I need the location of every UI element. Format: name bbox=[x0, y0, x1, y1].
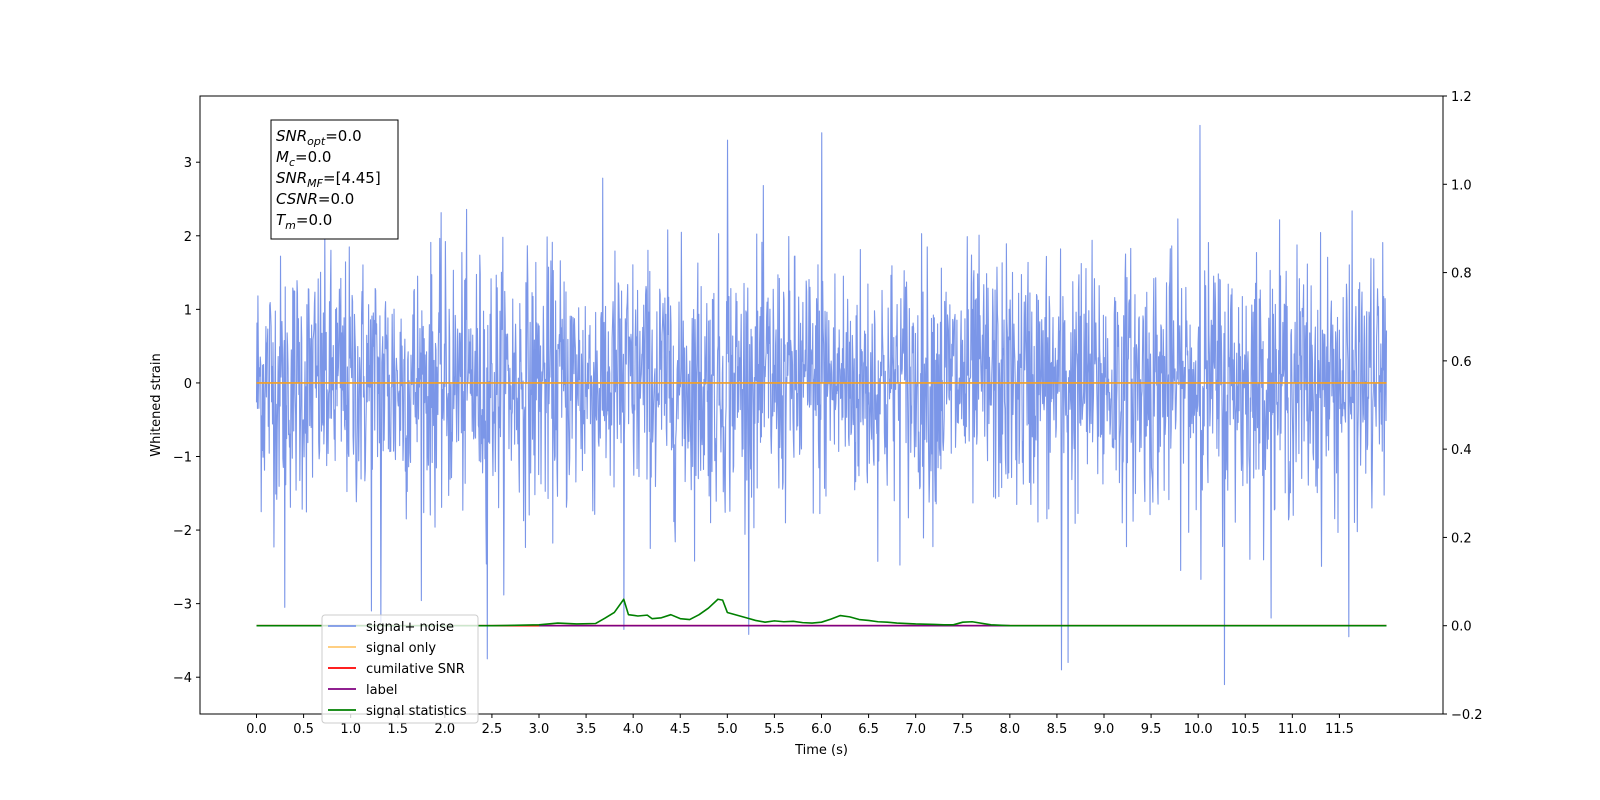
x-tick-label: 3.0 bbox=[529, 722, 550, 737]
y2-tick-label: 0.6 bbox=[1451, 355, 1472, 370]
y2-tick-label: 0.8 bbox=[1451, 267, 1472, 282]
x-tick-label: 8.0 bbox=[999, 722, 1020, 737]
legend-label: signal statistics bbox=[366, 704, 467, 719]
legend-label: label bbox=[366, 683, 397, 698]
annotation-line: CSNR=0.0 bbox=[276, 190, 354, 208]
annotation-line: SNRMF=[4.45] bbox=[276, 169, 381, 190]
x-tick-label: 11.5 bbox=[1325, 722, 1354, 737]
legend-frame bbox=[321, 614, 479, 724]
y-tick-label: 3 bbox=[184, 156, 192, 171]
annotation-line: Mc=0.0 bbox=[276, 148, 331, 169]
x-tick-label: 7.0 bbox=[905, 722, 926, 737]
x-tick-label: 11.0 bbox=[1278, 722, 1307, 737]
x-axis-label: Time (s) bbox=[794, 743, 848, 758]
x-tick-label: 10.5 bbox=[1231, 722, 1260, 737]
y-axis-label: Whitened strain bbox=[149, 353, 164, 456]
y2-tick-label: 1.0 bbox=[1451, 178, 1472, 193]
x-tick-label: 5.0 bbox=[717, 722, 738, 737]
y-tick-label: −1 bbox=[173, 451, 192, 466]
legend-label: signal only bbox=[366, 641, 436, 656]
x-tick-label: 3.5 bbox=[576, 722, 597, 737]
y2-tick-label: −0.2 bbox=[1451, 708, 1483, 723]
x-tick-label: 9.0 bbox=[1094, 722, 1115, 737]
legend-label: signal+ noise bbox=[366, 620, 454, 635]
x-tick-label: 6.5 bbox=[858, 722, 879, 737]
x-tick-label: 4.0 bbox=[623, 722, 644, 737]
y2-tick-label: 0.0 bbox=[1451, 620, 1472, 635]
x-tick-label: 1.0 bbox=[340, 722, 361, 737]
y-tick-label: 2 bbox=[184, 230, 192, 245]
y2-tick-label: 0.2 bbox=[1451, 531, 1472, 546]
y-tick-label: −4 bbox=[173, 671, 192, 686]
x-tick-label: 8.5 bbox=[1047, 722, 1068, 737]
annotation-line: SNRopt=0.0 bbox=[276, 127, 362, 148]
series-signal-noise-line bbox=[255, 124, 1388, 686]
x-tick-label: 2.5 bbox=[482, 722, 503, 737]
x-tick-label: 6.0 bbox=[811, 722, 832, 737]
x-tick-label: 5.5 bbox=[764, 722, 785, 737]
annotation-line: Tm=0.0 bbox=[276, 211, 332, 232]
x-tick-label: 0.0 bbox=[246, 722, 267, 737]
y2-tick-label: 0.4 bbox=[1451, 443, 1472, 458]
y-tick-label: −2 bbox=[173, 524, 192, 539]
x-tick-label: 7.5 bbox=[952, 722, 973, 737]
x-tick-label: 10.0 bbox=[1184, 722, 1213, 737]
annotation-frame bbox=[270, 119, 399, 240]
legend-label: cumilative SNR bbox=[366, 662, 465, 677]
series-signal-statistics-line bbox=[256, 598, 1387, 627]
y2-tick-label: 1.2 bbox=[1451, 90, 1472, 105]
y-tick-label: −3 bbox=[173, 598, 192, 613]
y-tick-label: 1 bbox=[184, 303, 192, 318]
x-tick-label: 0.5 bbox=[293, 722, 314, 737]
legend: signal+ noise signal only cumilative SNR la… bbox=[321, 614, 479, 724]
axes: 0.0 0.5 1.0 1.5 2.0 2.5 3.0 3.5 4.0 4.5 5.0 5.5 6.0 6… bbox=[173, 90, 1483, 737]
x-tick-label: 4.5 bbox=[670, 722, 691, 737]
x-tick-label: 2.0 bbox=[434, 722, 455, 737]
y-tick-label: 0 bbox=[184, 377, 192, 392]
x-tick-label: 1.5 bbox=[387, 722, 408, 737]
x-tick-label: 9.5 bbox=[1141, 722, 1162, 737]
